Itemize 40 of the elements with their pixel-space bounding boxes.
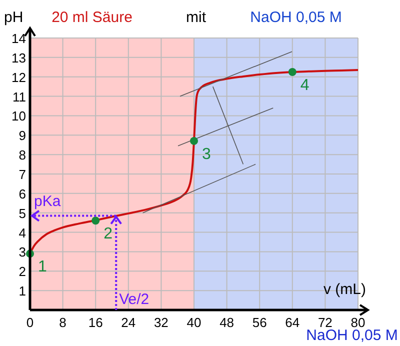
x-tick-label: 8	[59, 315, 66, 330]
annotation: 3	[202, 146, 211, 163]
point	[92, 216, 100, 225]
x-tick-label: 24	[121, 315, 136, 330]
y-tick-label: 6	[18, 186, 26, 202]
x-tick-label: 48	[220, 315, 234, 330]
annotation: pKa	[34, 192, 62, 210]
y-axis-title: pH	[4, 9, 24, 26]
x-tick-label: 16	[88, 315, 103, 330]
annotation: Ve/2	[119, 291, 150, 308]
y-tick-label: 8	[18, 148, 26, 163]
y-tick-label: 12	[12, 70, 26, 85]
y-tick-label: 4	[18, 225, 26, 240]
x-tick-label: 80	[350, 315, 366, 330]
y-tick-label: 2	[18, 264, 26, 280]
y-tick-label: 5	[18, 206, 26, 221]
text: NaOH 0,05 M	[306, 327, 398, 344]
y-tick-label: 10	[12, 108, 26, 124]
chart-title: mit	[186, 9, 207, 26]
y-tick-label: 1	[18, 284, 26, 299]
band-label: 20 ml Säure	[52, 9, 132, 26]
annotation: 1	[38, 258, 47, 276]
y-tick-label: 11	[12, 89, 26, 104]
annotation: 2	[104, 226, 113, 243]
x-tick-label: 0	[26, 315, 34, 330]
band-label: NaOH 0,05 M	[250, 9, 342, 26]
x-tick-label: 40	[186, 315, 202, 330]
annotation: 4	[300, 77, 310, 94]
x-tick-label: 72	[318, 315, 332, 330]
x-tick-label: 56	[252, 315, 267, 330]
y-tick-label: 3	[18, 244, 26, 260]
point	[190, 136, 198, 145]
x-tick-label: 64	[285, 315, 300, 330]
x-tick-label: 32	[154, 315, 168, 330]
y-tick-label: 9	[18, 128, 26, 144]
y-tick-label: 7	[18, 167, 26, 182]
point	[288, 68, 296, 76]
y-tick-label: 13	[12, 50, 26, 66]
y-tick-label: 14	[12, 31, 26, 46]
x-axis-title: v (mL)	[324, 281, 366, 298]
